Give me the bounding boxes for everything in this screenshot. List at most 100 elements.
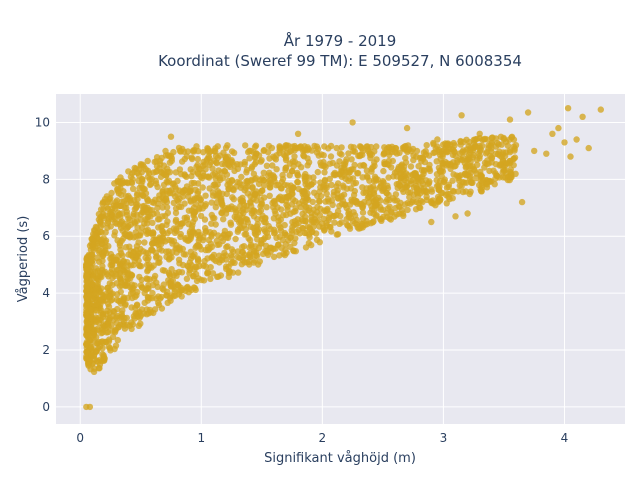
data-point bbox=[192, 201, 199, 208]
data-point bbox=[249, 208, 256, 215]
data-point bbox=[310, 179, 317, 186]
y-tick-label: 8 bbox=[42, 172, 50, 186]
data-point bbox=[227, 221, 235, 228]
data-point bbox=[342, 175, 349, 182]
data-point bbox=[331, 219, 338, 226]
data-point bbox=[257, 189, 264, 197]
data-point bbox=[83, 301, 90, 308]
data-point bbox=[270, 197, 278, 205]
data-point bbox=[230, 248, 237, 255]
data-point bbox=[275, 221, 283, 229]
data-point bbox=[147, 213, 154, 220]
data-point bbox=[436, 195, 443, 202]
data-point bbox=[389, 157, 396, 165]
data-point bbox=[270, 230, 278, 237]
data-point bbox=[148, 207, 156, 214]
data-point bbox=[232, 235, 239, 243]
data-point bbox=[275, 214, 282, 221]
data-point bbox=[297, 203, 304, 211]
data-point bbox=[349, 119, 356, 126]
data-point bbox=[333, 183, 340, 190]
data-point bbox=[148, 264, 155, 271]
data-point bbox=[428, 218, 435, 226]
data-point bbox=[510, 136, 518, 143]
data-point bbox=[338, 144, 345, 151]
data-point bbox=[460, 147, 467, 154]
data-point bbox=[134, 252, 141, 260]
data-point bbox=[409, 199, 416, 206]
data-point bbox=[500, 167, 508, 174]
data-point bbox=[143, 275, 150, 282]
data-point bbox=[247, 223, 255, 230]
data-point bbox=[470, 151, 477, 159]
data-point bbox=[163, 204, 171, 211]
data-point bbox=[416, 154, 424, 162]
data-point bbox=[472, 136, 479, 143]
data-point bbox=[144, 167, 152, 175]
data-point bbox=[202, 227, 210, 235]
data-point bbox=[201, 216, 209, 223]
data-point bbox=[179, 261, 187, 269]
data-point bbox=[159, 228, 166, 235]
data-point bbox=[321, 169, 328, 176]
data-point bbox=[153, 295, 160, 302]
y-tick-label: 0 bbox=[42, 400, 50, 414]
data-point bbox=[208, 220, 215, 227]
data-point bbox=[281, 221, 288, 229]
data-point bbox=[176, 147, 184, 154]
data-point bbox=[305, 182, 313, 190]
data-point bbox=[492, 175, 499, 182]
data-point bbox=[449, 177, 456, 184]
data-point bbox=[166, 153, 173, 160]
data-point bbox=[237, 217, 245, 225]
data-point bbox=[118, 263, 126, 270]
data-point bbox=[286, 172, 293, 179]
data-point bbox=[126, 231, 134, 238]
data-point bbox=[468, 179, 475, 187]
data-point bbox=[148, 240, 156, 247]
data-point bbox=[281, 231, 289, 238]
data-point bbox=[177, 230, 184, 238]
data-point bbox=[377, 197, 384, 204]
data-point bbox=[209, 270, 217, 277]
data-point bbox=[416, 204, 423, 211]
data-point bbox=[242, 142, 249, 149]
x-tick-label: 1 bbox=[197, 431, 205, 445]
data-point bbox=[90, 368, 98, 375]
data-point bbox=[225, 273, 232, 281]
data-point bbox=[266, 192, 273, 199]
data-point bbox=[401, 143, 408, 150]
data-point bbox=[178, 269, 186, 276]
data-point bbox=[408, 148, 415, 155]
data-point bbox=[458, 112, 465, 119]
data-point bbox=[314, 168, 321, 176]
data-point bbox=[351, 161, 358, 169]
data-point bbox=[309, 198, 316, 206]
data-point bbox=[246, 155, 253, 162]
data-point bbox=[171, 183, 179, 190]
data-point bbox=[98, 324, 106, 332]
data-point bbox=[93, 254, 101, 262]
data-point bbox=[320, 158, 327, 166]
data-point bbox=[384, 160, 391, 168]
data-point bbox=[287, 234, 294, 241]
data-point bbox=[373, 143, 380, 150]
data-point bbox=[373, 156, 380, 163]
data-point bbox=[358, 145, 366, 152]
data-point bbox=[102, 293, 109, 300]
data-point bbox=[216, 152, 224, 159]
data-point bbox=[253, 223, 260, 230]
data-point bbox=[241, 187, 248, 194]
data-point bbox=[531, 147, 538, 155]
data-point bbox=[128, 304, 135, 311]
data-point bbox=[333, 231, 340, 238]
data-point bbox=[97, 269, 104, 276]
data-point bbox=[144, 256, 151, 263]
data-point bbox=[132, 310, 139, 317]
data-point bbox=[224, 160, 231, 167]
data-point bbox=[239, 243, 246, 251]
data-point bbox=[229, 194, 236, 201]
data-point bbox=[163, 198, 171, 206]
data-point bbox=[131, 220, 138, 227]
data-point bbox=[481, 135, 489, 143]
